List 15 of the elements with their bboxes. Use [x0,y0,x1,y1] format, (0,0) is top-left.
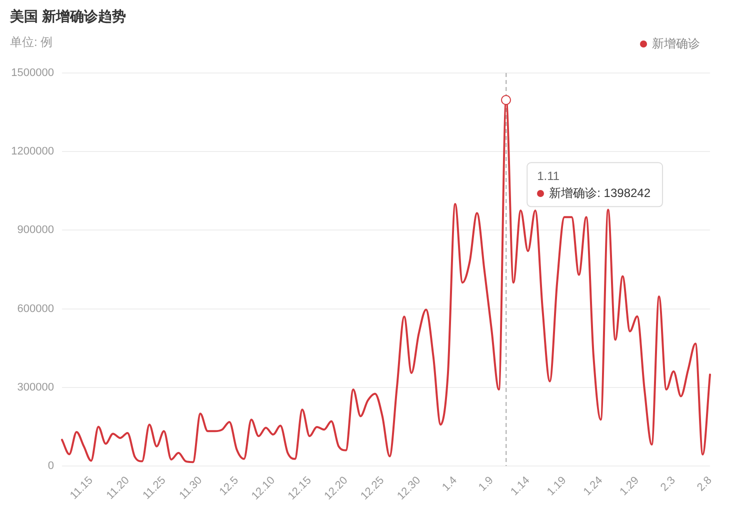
y-tick-label: 900000 [17,224,54,236]
y-tick-label: 0 [48,460,54,472]
legend-label: 新增确诊 [652,36,700,50]
chart-title: 美国 新增确诊趋势 [10,8,126,26]
annotation: 新增确诊: 1398242 [549,186,651,200]
x-tick-label: 2.8 [694,474,714,494]
x-tick-label: 2.3 [658,474,678,494]
x-tick-label: 1.9 [476,474,496,494]
chart-subtitle: 单位: 例 [10,34,53,51]
y-tick-label: 1500000 [11,67,54,80]
y-tick-label: 300000 [17,381,54,394]
annotation: 1.11 [537,168,560,183]
y-tick-label: 600000 [17,302,54,315]
y-tick-label: 1200000 [11,146,54,158]
x-tick-label: 1.4 [440,474,460,494]
